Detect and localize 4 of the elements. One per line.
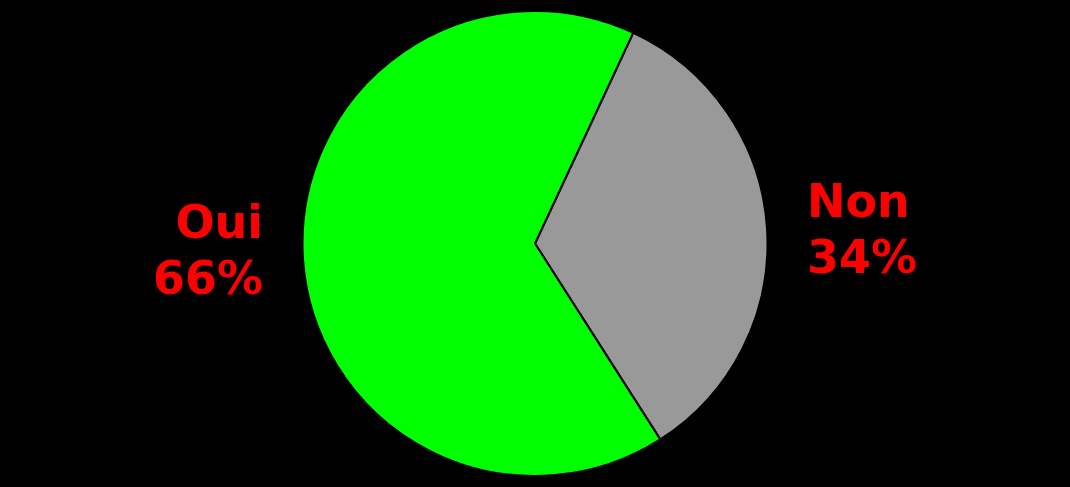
slice-label: Oui: [175, 195, 264, 250]
slice-label: Non: [806, 173, 910, 228]
data-label: 66%: [152, 251, 264, 306]
data-label: 34%: [806, 229, 918, 284]
